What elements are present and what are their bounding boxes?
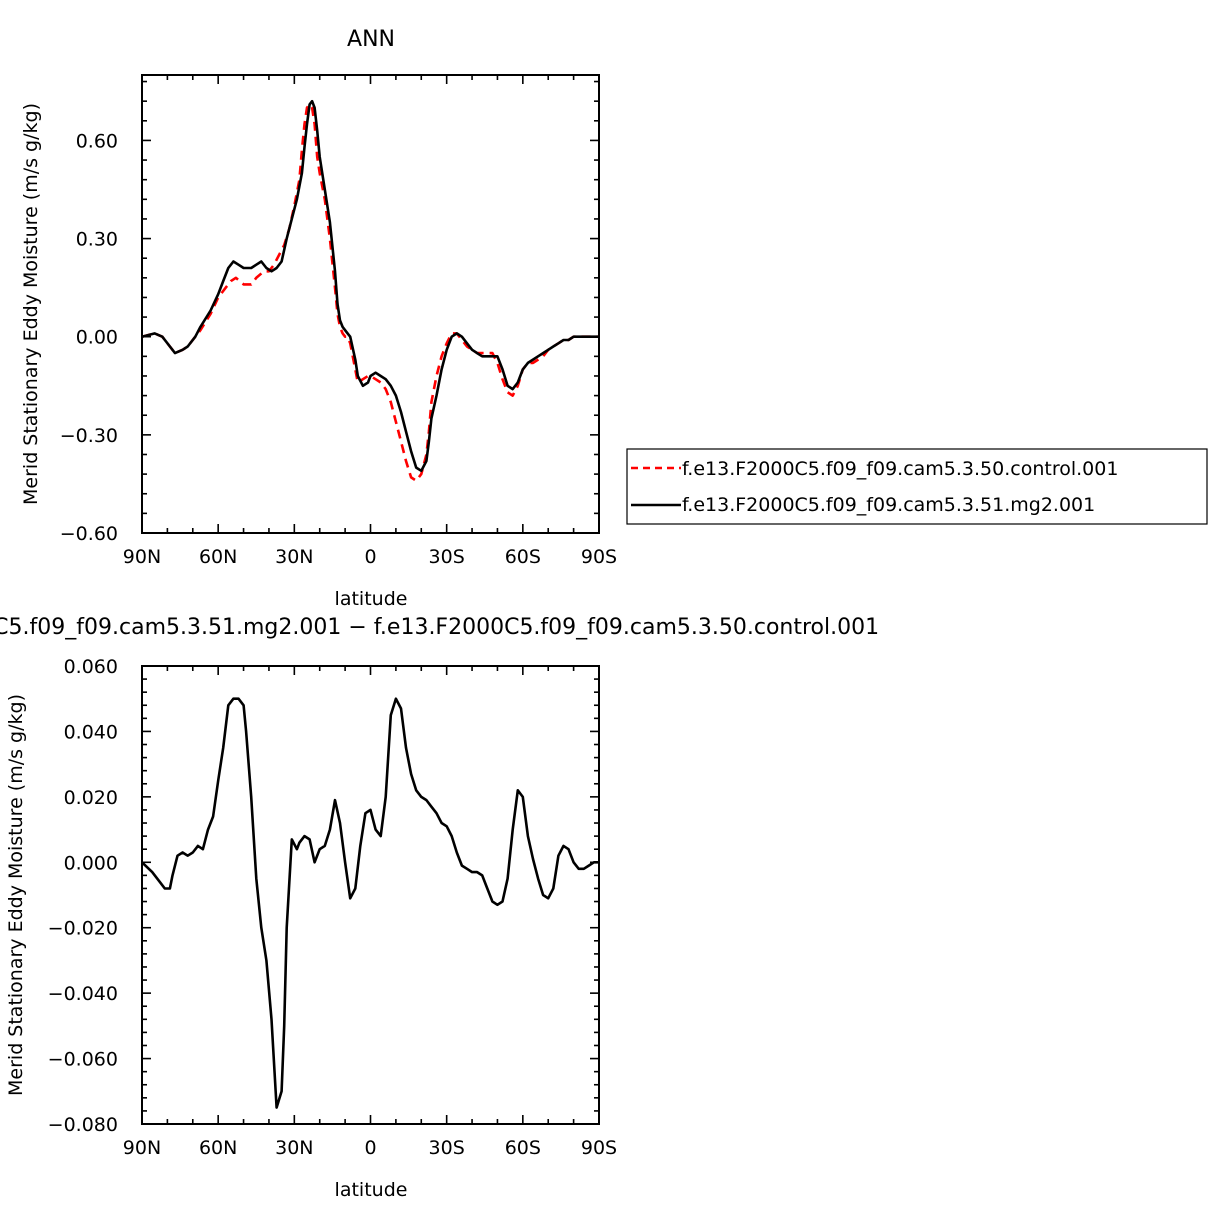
bottom-lines: [141, 697, 599, 1109]
bottom-x-tick-label: 60S: [505, 1137, 541, 1159]
top-x-tick-label: 90S: [581, 546, 617, 568]
top-x-tick-label: 60S: [505, 546, 541, 568]
top-y-ticks: 0.60 0.30 0.00 −0.30 −0.60: [60, 80, 599, 545]
bottom-x-tick-label: 30N: [275, 1137, 313, 1159]
bottom-y-tick-label: 0.060: [64, 656, 118, 678]
bottom-x-axis-label: latitude: [335, 1179, 408, 1201]
bottom-x-tick-label: 60N: [199, 1137, 237, 1159]
bottom-y-axis-label: Merid Stationary Eddy Moisture (m/s g/kg…: [5, 694, 27, 1096]
bottom-x-tick-label: 0: [364, 1137, 376, 1159]
top-y-tick-label: −0.60: [60, 523, 118, 545]
top-y-axis-label: Merid Stationary Eddy Moisture (m/s g/kg…: [20, 103, 42, 505]
top-x-tick-label: 0: [364, 546, 376, 568]
legend-box: [626, 448, 1208, 525]
top-y-tick-label: 0.60: [76, 130, 118, 152]
bottom-plot-frame: [141, 665, 600, 1125]
bottom-title: f.e13.F2000C5.f09_f09.cam5.3.51.mg2.001 …: [0, 615, 879, 640]
legend-label-mg2: f.e13.F2000C5.f09_f09.cam5.3.51.mg2.001: [682, 494, 1095, 516]
top-y-tick-label: 0.00: [76, 327, 118, 349]
bottom-x-tick-label: 90S: [581, 1137, 617, 1159]
top-x-tick-label: 30S: [429, 546, 465, 568]
bottom-series-line-0: [141, 697, 599, 1109]
top-y-tick-label: −0.30: [60, 425, 118, 447]
top-series-line-0: [141, 103, 599, 483]
top-x-tick-label: 30N: [275, 546, 313, 568]
top-panel: ANN 90N 60N 30N 0 30S 60S 90S 0.60 0.30 0.00 −0.3…: [20, 27, 617, 610]
bottom-y-tick-label: −0.080: [48, 1114, 118, 1136]
bottom-y-tick-label: 0.020: [64, 787, 118, 809]
bottom-x-tick-label: 30S: [429, 1137, 465, 1159]
top-series-line-1: [141, 99, 599, 473]
top-y-tick-label: 0.30: [76, 229, 118, 251]
bottom-y-tick-label: −0.040: [48, 983, 118, 1005]
bottom-y-ticks: 0.060 0.040 0.020 0.000 −0.020 −0.040 −0.060 −0…: [48, 656, 599, 1136]
top-title: ANN: [347, 27, 395, 52]
legend: f.e13.F2000C5.f09_f09.cam5.3.50.control.…: [626, 448, 1208, 525]
bottom-y-tick-label: 0.040: [64, 721, 118, 743]
bottom-y-tick-label: 0.000: [64, 852, 118, 874]
top-x-axis-label: latitude: [335, 588, 408, 610]
bottom-x-tick-label: 90N: [123, 1137, 161, 1159]
top-lines: [141, 99, 599, 483]
top-x-ticks: 90N 60N 30N 0 30S 60S 90S: [123, 75, 617, 568]
legend-label-control: f.e13.F2000C5.f09_f09.cam5.3.50.control.…: [682, 458, 1118, 480]
bottom-y-tick-label: −0.020: [48, 918, 118, 940]
bottom-y-tick-label: −0.060: [48, 1049, 118, 1071]
top-plot-frame: [141, 74, 600, 534]
top-x-tick-label: 60N: [199, 546, 237, 568]
top-x-tick-label: 90N: [123, 546, 161, 568]
bottom-panel: f.e13.F2000C5.f09_f09.cam5.3.51.mg2.001 …: [0, 615, 879, 1201]
bottom-x-ticks: 90N 60N 30N 0 30S 60S 90S: [123, 666, 617, 1159]
